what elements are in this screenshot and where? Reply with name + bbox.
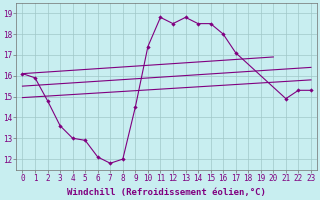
X-axis label: Windchill (Refroidissement éolien,°C): Windchill (Refroidissement éolien,°C) — [67, 188, 266, 197]
